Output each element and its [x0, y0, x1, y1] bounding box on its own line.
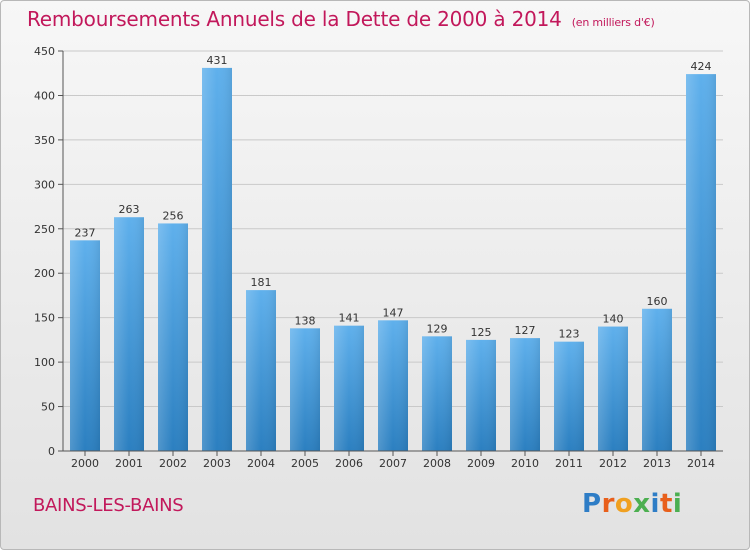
bar-shine	[334, 325, 364, 451]
bars: 237 263 256 431 181 138 141 147 129 125 127 123 140 1…	[70, 54, 716, 451]
x-tick-label: 2008	[423, 457, 451, 470]
chart-title-text: Remboursements Annuels de la Dette de 20…	[27, 7, 562, 31]
x-tick-label: 2012	[599, 457, 627, 470]
y-tick-label: 250	[34, 223, 55, 236]
x-tick-label: 2002	[159, 457, 187, 470]
bar-shine	[158, 223, 188, 451]
bar-shine	[70, 240, 100, 451]
y-tick-label: 350	[34, 134, 55, 147]
value-label: 140	[603, 313, 624, 326]
logo-letter: r	[601, 489, 615, 519]
bar-shine	[378, 320, 408, 451]
y-tick-label: 0	[48, 445, 55, 458]
x-tick-label: 2004	[247, 457, 275, 470]
value-label: 181	[251, 276, 272, 289]
value-label: 160	[647, 295, 668, 308]
logo-letter: i	[672, 489, 683, 519]
x-tick-label: 2014	[687, 457, 715, 470]
value-label: 127	[515, 324, 536, 337]
y-tick-label: 100	[34, 356, 55, 369]
value-label: 129	[427, 322, 448, 335]
x-tick-label: 2003	[203, 457, 231, 470]
logo-letter: i	[650, 489, 660, 519]
bar-shine	[510, 338, 540, 451]
value-label: 237	[75, 226, 96, 239]
y-axis: 0 50 100 150 200 250 300 350 400 450	[34, 45, 64, 458]
value-label: 123	[559, 328, 580, 341]
x-tick-label: 2000	[71, 457, 99, 470]
logo-letter: o	[614, 489, 634, 519]
value-label: 263	[119, 203, 140, 216]
value-label: 125	[471, 326, 492, 339]
bar-shine	[686, 74, 716, 451]
chart-title: Remboursements Annuels de la Dette de 20…	[27, 7, 655, 31]
bar-shine	[290, 328, 320, 451]
x-tick-label: 2013	[643, 457, 671, 470]
x-tick-label: 2011	[555, 457, 583, 470]
bar-shine	[598, 326, 628, 451]
logo-letter: x	[633, 489, 651, 519]
y-tick-label: 200	[34, 267, 55, 280]
value-label: 256	[163, 209, 184, 222]
x-tick-label: 2007	[379, 457, 407, 470]
x-tick-label: 2009	[467, 457, 495, 470]
x-tick-label: 2001	[115, 457, 143, 470]
proxiti-logo: Proxiti	[582, 489, 682, 519]
bar-shine	[554, 341, 584, 451]
value-label: 141	[339, 312, 360, 325]
y-tick-label: 400	[34, 89, 55, 102]
bar-shine	[202, 67, 232, 451]
bar-shine	[422, 336, 452, 451]
x-tick-label: 2006	[335, 457, 363, 470]
x-tick-label: 2010	[511, 457, 539, 470]
value-label: 138	[295, 314, 316, 327]
chart-subtitle: (en milliers d'€)	[571, 16, 655, 29]
x-axis: 2000 2001 2002 2003 2004 2005 2006 2007 2008 2009…	[63, 450, 723, 470]
bar-shine	[246, 290, 276, 451]
y-tick-label: 450	[34, 45, 55, 58]
logo-letter: t	[659, 489, 673, 519]
bar-shine	[466, 339, 496, 451]
y-tick-label: 300	[34, 178, 55, 191]
commune-name: BAINS-LES-BAINS	[33, 495, 184, 516]
logo-letter: P	[582, 489, 602, 519]
value-label: 424	[691, 60, 712, 73]
bar-shine	[642, 308, 672, 451]
value-label: 147	[383, 306, 404, 319]
bar-shine	[114, 217, 144, 451]
value-label: 431	[207, 54, 228, 67]
x-tick-label: 2005	[291, 457, 319, 470]
y-tick-label: 50	[41, 401, 55, 414]
y-tick-label: 150	[34, 312, 55, 325]
